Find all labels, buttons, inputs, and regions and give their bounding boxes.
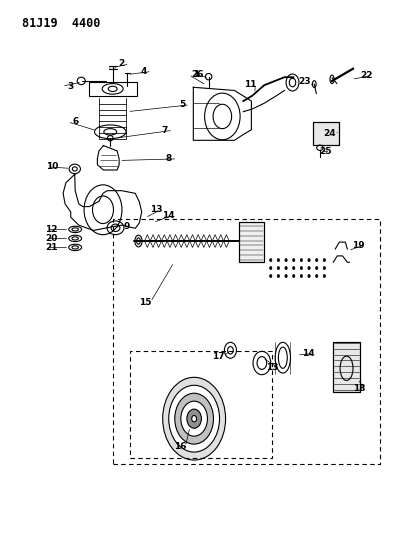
Text: 7: 7 — [162, 126, 168, 135]
Circle shape — [292, 274, 294, 278]
Text: 19: 19 — [351, 241, 364, 250]
Circle shape — [180, 401, 207, 436]
Bar — [332, 342, 359, 392]
Bar — [312, 122, 339, 144]
Circle shape — [269, 274, 271, 278]
Text: 22: 22 — [359, 71, 372, 80]
Text: 18: 18 — [352, 384, 365, 393]
Text: 12: 12 — [45, 225, 58, 234]
Circle shape — [315, 259, 317, 262]
Bar — [239, 222, 264, 262]
Text: 2: 2 — [118, 60, 124, 68]
Circle shape — [307, 274, 309, 278]
Circle shape — [284, 266, 287, 270]
Circle shape — [315, 274, 317, 278]
Circle shape — [299, 274, 302, 278]
Text: 6: 6 — [72, 117, 79, 126]
Text: 1: 1 — [193, 70, 199, 79]
Circle shape — [191, 416, 196, 422]
Circle shape — [299, 266, 302, 270]
Text: 9: 9 — [123, 222, 129, 231]
Bar — [312, 122, 339, 144]
Text: 21: 21 — [45, 243, 58, 252]
Text: 3: 3 — [67, 82, 73, 91]
Text: 8: 8 — [166, 155, 172, 164]
Text: 13: 13 — [265, 363, 278, 372]
Text: 26: 26 — [191, 70, 204, 79]
Circle shape — [277, 266, 279, 270]
Bar — [239, 222, 264, 262]
Circle shape — [292, 259, 294, 262]
Text: 5: 5 — [178, 100, 185, 109]
Circle shape — [277, 274, 279, 278]
Circle shape — [174, 393, 213, 444]
Text: 17: 17 — [211, 352, 224, 361]
Circle shape — [322, 259, 325, 262]
Circle shape — [299, 259, 302, 262]
Text: 15: 15 — [139, 297, 151, 306]
Circle shape — [315, 266, 317, 270]
Circle shape — [322, 274, 325, 278]
Text: 13: 13 — [149, 205, 162, 214]
Text: 4: 4 — [140, 67, 147, 76]
Text: 20: 20 — [45, 234, 58, 243]
Circle shape — [162, 377, 225, 460]
Circle shape — [277, 259, 279, 262]
Text: 16: 16 — [173, 442, 186, 451]
Text: 14: 14 — [301, 349, 314, 358]
Circle shape — [284, 259, 287, 262]
Circle shape — [307, 266, 309, 270]
Circle shape — [269, 266, 271, 270]
Text: 23: 23 — [297, 77, 310, 86]
Text: 24: 24 — [322, 130, 335, 139]
Circle shape — [284, 274, 287, 278]
Text: 11: 11 — [243, 80, 256, 89]
Circle shape — [322, 266, 325, 270]
Circle shape — [292, 266, 294, 270]
Text: 10: 10 — [46, 163, 58, 171]
Text: 81J19  4400: 81J19 4400 — [21, 17, 100, 30]
Circle shape — [186, 409, 201, 428]
Circle shape — [269, 259, 271, 262]
Text: 25: 25 — [318, 148, 331, 157]
Text: 14: 14 — [162, 211, 174, 220]
Bar — [332, 342, 359, 392]
Circle shape — [168, 385, 219, 452]
Circle shape — [307, 259, 309, 262]
Bar — [89, 82, 136, 96]
